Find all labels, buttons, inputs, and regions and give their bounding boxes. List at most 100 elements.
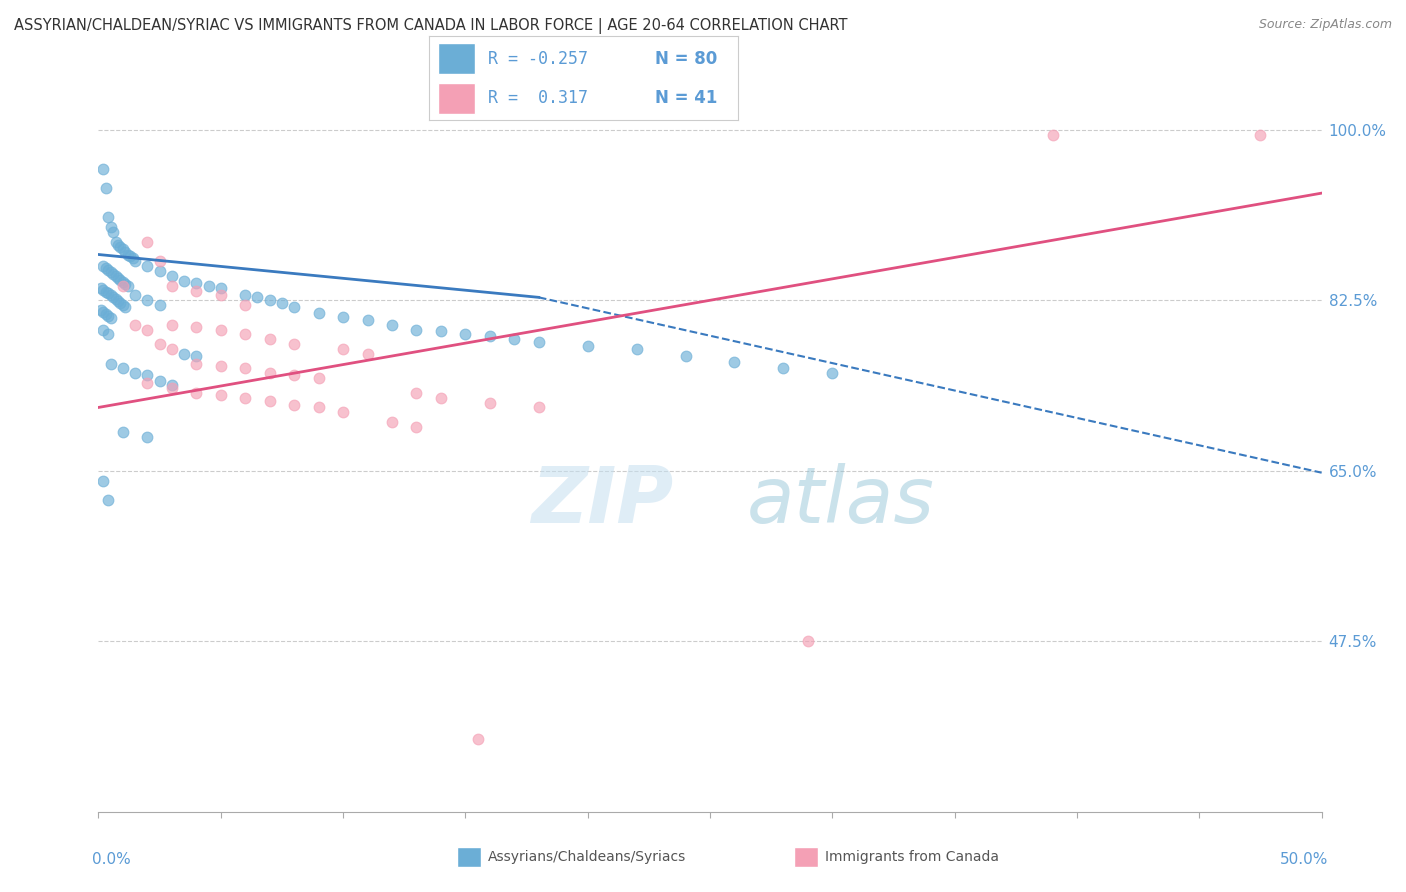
Point bbox=[111, 275, 134, 289]
Point bbox=[97, 286, 120, 301]
Point bbox=[209, 280, 232, 294]
Point bbox=[124, 254, 146, 268]
Point bbox=[308, 401, 330, 415]
Point bbox=[111, 361, 134, 376]
Point bbox=[100, 288, 122, 302]
Point bbox=[110, 296, 132, 310]
Point bbox=[259, 293, 281, 308]
Point bbox=[117, 278, 139, 293]
Point bbox=[1249, 128, 1271, 142]
Point bbox=[478, 329, 501, 343]
Point bbox=[283, 368, 305, 383]
Point bbox=[186, 284, 208, 298]
Text: 50.0%: 50.0% bbox=[1279, 853, 1327, 867]
Point bbox=[124, 367, 146, 381]
Point bbox=[136, 430, 159, 444]
Point bbox=[91, 322, 114, 336]
Point bbox=[197, 278, 219, 293]
Point bbox=[356, 312, 378, 326]
Point bbox=[149, 254, 172, 268]
Point bbox=[233, 391, 256, 405]
Point bbox=[233, 288, 256, 302]
Point bbox=[246, 290, 269, 304]
Point bbox=[100, 310, 122, 325]
Point bbox=[821, 367, 844, 381]
Point bbox=[120, 249, 142, 264]
Point bbox=[149, 264, 172, 278]
Point bbox=[91, 474, 114, 488]
Point bbox=[97, 309, 120, 323]
Point bbox=[136, 322, 159, 336]
Point bbox=[332, 342, 354, 356]
Point bbox=[233, 327, 256, 342]
Point bbox=[772, 361, 794, 376]
Point bbox=[173, 347, 195, 361]
Point bbox=[149, 374, 172, 388]
Point bbox=[114, 300, 136, 314]
Point bbox=[104, 235, 127, 249]
Point bbox=[454, 327, 477, 342]
Point bbox=[91, 259, 114, 273]
Point bbox=[186, 319, 208, 334]
Point bbox=[332, 310, 354, 324]
Point bbox=[160, 381, 183, 395]
Point bbox=[111, 242, 134, 256]
Point bbox=[91, 283, 114, 297]
Point bbox=[124, 288, 146, 302]
Point bbox=[308, 371, 330, 385]
Point bbox=[209, 388, 232, 402]
Point bbox=[209, 322, 232, 336]
Text: ZIP: ZIP bbox=[531, 463, 673, 539]
Point bbox=[381, 415, 404, 429]
Point bbox=[97, 263, 120, 277]
Point bbox=[136, 259, 159, 273]
Point bbox=[283, 397, 305, 411]
Text: 0.0%: 0.0% bbox=[93, 853, 131, 867]
Point bbox=[136, 376, 159, 390]
Text: N = 41: N = 41 bbox=[655, 88, 717, 106]
Point bbox=[94, 261, 117, 276]
Point bbox=[626, 342, 648, 356]
Point bbox=[136, 293, 159, 308]
Point bbox=[283, 300, 305, 314]
Point bbox=[430, 325, 453, 339]
Point bbox=[675, 349, 697, 363]
Point bbox=[308, 306, 330, 320]
Point bbox=[723, 354, 745, 368]
Point bbox=[527, 401, 550, 415]
Point bbox=[283, 337, 305, 351]
Point bbox=[101, 290, 124, 304]
Point bbox=[405, 420, 427, 434]
Point bbox=[94, 285, 117, 299]
Text: R =  0.317: R = 0.317 bbox=[488, 88, 588, 106]
Point bbox=[332, 405, 354, 419]
Point bbox=[104, 268, 127, 283]
Point bbox=[114, 244, 136, 259]
Point bbox=[90, 280, 112, 294]
Text: Assyrians/Chaldeans/Syriacs: Assyrians/Chaldeans/Syriacs bbox=[488, 850, 686, 864]
Point bbox=[430, 391, 453, 405]
Point bbox=[209, 288, 232, 302]
Point bbox=[160, 318, 183, 332]
Point bbox=[503, 332, 526, 346]
Point bbox=[186, 385, 208, 400]
Point bbox=[117, 247, 139, 261]
Point bbox=[259, 367, 281, 381]
Point bbox=[405, 322, 427, 336]
Point bbox=[160, 342, 183, 356]
Point bbox=[104, 293, 127, 307]
Point bbox=[136, 235, 159, 249]
Point bbox=[381, 318, 404, 332]
Point bbox=[110, 273, 132, 287]
Point bbox=[186, 357, 208, 371]
Text: atlas: atlas bbox=[747, 463, 935, 539]
Point bbox=[91, 161, 114, 176]
Point bbox=[100, 220, 122, 235]
Point bbox=[160, 268, 183, 283]
FancyBboxPatch shape bbox=[439, 83, 475, 113]
Point bbox=[107, 271, 129, 285]
Point bbox=[107, 237, 129, 252]
Point bbox=[233, 361, 256, 376]
Point bbox=[136, 368, 159, 383]
Point bbox=[100, 265, 122, 279]
